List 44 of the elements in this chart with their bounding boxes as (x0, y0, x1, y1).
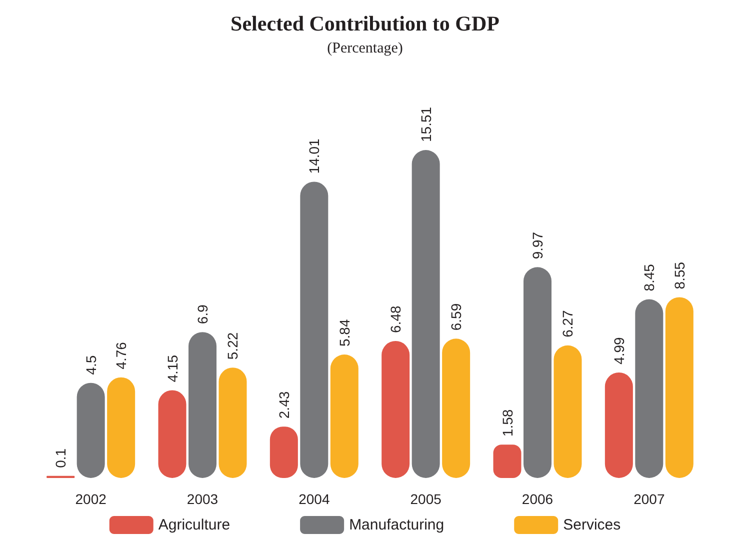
data-label: 5.84 (336, 319, 352, 346)
x-tick-label: 2005 (410, 491, 442, 507)
bar (76, 382, 105, 478)
data-label: 6.48 (388, 306, 404, 333)
data-label: 6.27 (560, 310, 576, 338)
bar (188, 332, 216, 478)
bar (554, 345, 582, 478)
legend-label: Services (563, 516, 621, 534)
bar (382, 340, 410, 478)
bar (330, 354, 358, 478)
bar (442, 338, 470, 478)
chart-title: Selected Contribution to GDP (230, 12, 500, 36)
data-label: 6.59 (448, 303, 464, 331)
data-label: 9.97 (530, 232, 546, 260)
x-tick-label: 2006 (522, 491, 554, 507)
x-tick-label: 2003 (186, 491, 218, 507)
data-label: 0.1 (52, 448, 69, 468)
data-label: 1.58 (499, 409, 516, 437)
legend-label: Manufacturing (349, 516, 444, 534)
data-label: 4.99 (610, 337, 627, 364)
data-label: 8.55 (671, 262, 688, 290)
bar (412, 150, 440, 478)
bar (524, 267, 552, 478)
data-label: 5.22 (224, 332, 241, 360)
data-label: 4.5 (82, 355, 99, 375)
bar (107, 377, 136, 478)
data-label: 6.9 (194, 304, 210, 324)
data-label: 15.51 (418, 106, 434, 142)
bar (218, 368, 247, 478)
x-tick-label: 2002 (75, 491, 107, 507)
data-label: 8.45 (641, 264, 658, 292)
legend-label: Agriculture (158, 516, 230, 534)
bar (604, 372, 633, 478)
bar (665, 297, 694, 478)
x-tick-label: 2004 (298, 491, 330, 507)
x-tick-label: 2007 (634, 491, 665, 507)
data-label: 2.43 (276, 391, 292, 419)
chart-subtitle: (Percentage) (327, 40, 403, 56)
bar (635, 299, 664, 478)
data-label: 4.76 (113, 342, 130, 370)
bar (300, 182, 328, 478)
data-label: 14.01 (306, 138, 322, 174)
data-label: 4.15 (164, 354, 180, 382)
bar (493, 444, 522, 478)
